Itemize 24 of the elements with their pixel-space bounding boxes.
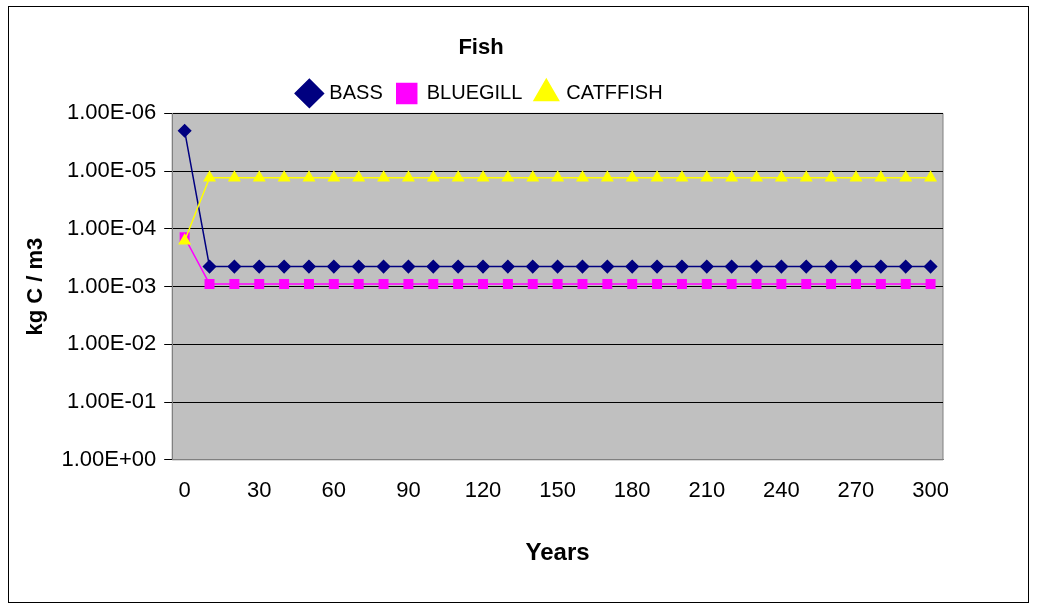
x-tick-label: 60 [321, 477, 347, 503]
y-tick-label: 1.00E-01 [66, 388, 157, 414]
y-tick-label: 1.00E-02 [66, 330, 157, 356]
x-tick-label: 240 [763, 477, 800, 503]
x-axis-title: Years [525, 538, 590, 566]
legend-label: CATFFISH [566, 80, 663, 103]
legend-label: BLUEGILL [426, 80, 523, 103]
x-tick-label: 90 [396, 477, 421, 503]
x-tick-label: 180 [613, 477, 651, 503]
y-axis-title: kg C / m3 [22, 237, 48, 336]
x-tick-label: 270 [837, 477, 875, 503]
x-tick-label: 300 [912, 477, 949, 503]
y-tick-label: 1.00E-03 [66, 272, 157, 298]
legend-label: BASS [329, 80, 383, 103]
x-tick-label: 0 [178, 477, 191, 503]
y-tick-label: 1.00E-06 [66, 99, 157, 125]
y-tick-label: 1.00E-05 [66, 157, 157, 183]
x-tick-label: 30 [246, 477, 272, 503]
y-tick-label: 1.00E+00 [61, 445, 157, 471]
chart-title: Fish [458, 34, 504, 60]
x-tick-label: 210 [688, 477, 726, 503]
y-tick-label: 1.00E-04 [66, 214, 157, 240]
x-tick-label: 120 [464, 477, 502, 503]
x-tick-label: 150 [539, 477, 576, 503]
